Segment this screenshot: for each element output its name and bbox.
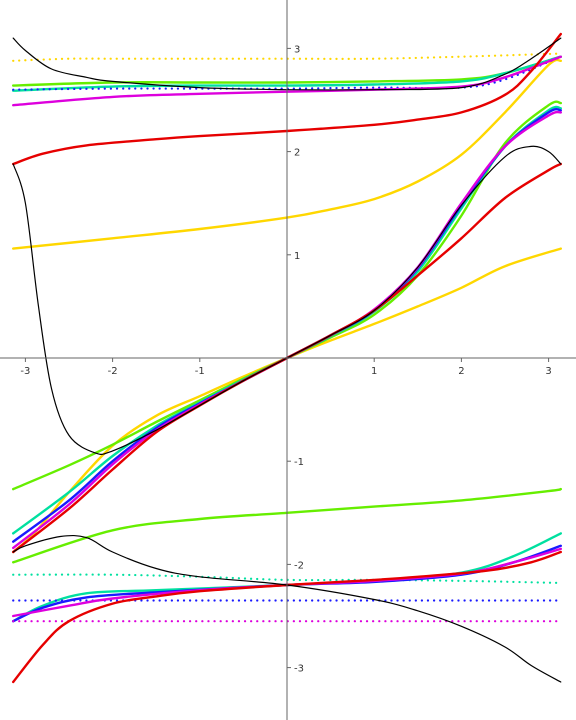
series-line-23 (12, 145, 562, 456)
series-line-3 (12, 52, 562, 62)
series-line-24 (12, 534, 562, 683)
series-line-17 (12, 55, 562, 107)
series-line-21 (12, 550, 562, 684)
y-tick-label: -2 (294, 560, 304, 571)
series-line-13 (12, 55, 562, 91)
y-tick-label: 2 (294, 148, 300, 159)
series-line-8 (12, 55, 562, 92)
x-tick-label: 2 (458, 366, 464, 377)
series-line-5 (12, 487, 562, 564)
y-tick-label: -1 (294, 457, 304, 468)
x-tick-label: -2 (108, 366, 118, 377)
x-tick-label: -3 (20, 366, 30, 377)
series-layer (12, 32, 562, 684)
x-tick-label: 3 (545, 366, 551, 377)
x-tick-label: -1 (195, 366, 205, 377)
y-tick-label: 3 (294, 44, 300, 55)
y-tick-label: -3 (294, 664, 304, 675)
series-line-20 (12, 32, 562, 166)
series-line-2 (12, 58, 562, 250)
y-tick-label: 1 (294, 251, 300, 262)
series-line-22 (12, 37, 562, 91)
x-tick-label: 1 (371, 366, 377, 377)
tick-layer: -3 -2 -1 1 2 3 -3 -2 -1 1 2 3 (20, 44, 551, 674)
